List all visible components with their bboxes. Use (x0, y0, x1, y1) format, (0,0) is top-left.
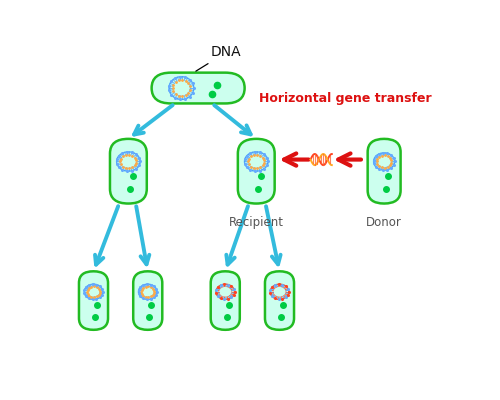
FancyBboxPatch shape (152, 73, 244, 104)
FancyBboxPatch shape (133, 271, 162, 330)
FancyBboxPatch shape (110, 139, 147, 204)
Text: DNA: DNA (196, 45, 242, 71)
FancyBboxPatch shape (265, 271, 294, 330)
FancyBboxPatch shape (210, 271, 240, 330)
Text: Recipient: Recipient (229, 216, 284, 229)
Text: Donor: Donor (366, 216, 402, 229)
FancyBboxPatch shape (238, 139, 275, 204)
Text: Horizontal gene transfer: Horizontal gene transfer (259, 92, 432, 105)
FancyBboxPatch shape (368, 139, 400, 204)
FancyBboxPatch shape (79, 271, 108, 330)
